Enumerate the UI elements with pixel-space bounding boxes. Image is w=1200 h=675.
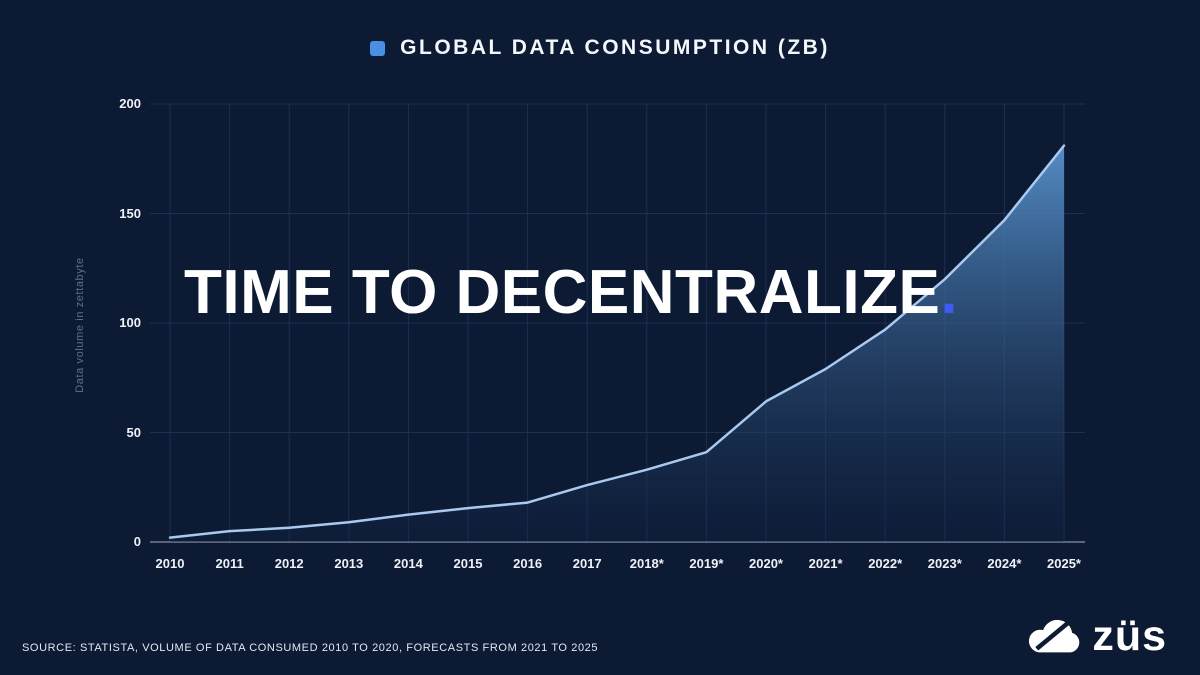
plot-area [150, 100, 1085, 546]
source-note: SOURCE: STATISTA, VOLUME OF DATA CONSUME… [22, 642, 599, 654]
y-tick-label: 0 [133, 534, 141, 549]
x-tick-label: 2022* [868, 556, 903, 571]
logo-wordmark: züs [1092, 612, 1167, 660]
x-tick-label: 2016 [513, 556, 543, 571]
x-tick-label: 2017 [572, 556, 602, 571]
y-tick-label: 200 [119, 96, 141, 111]
chart-header: GLOBAL DATA CONSUMPTION (ZB) [0, 36, 1200, 60]
chart-title: GLOBAL DATA CONSUMPTION (ZB) [400, 36, 830, 59]
zus-logo: züs [1025, 615, 1167, 658]
x-tick-label: 2019* [689, 556, 724, 571]
x-tick-label: 2010 [155, 556, 185, 571]
headline-text: TIME TO DECENTRALIZE [184, 258, 941, 327]
x-axis: 2010 2011 2012 2013 2014 2015 2016 2017 2018* 201… [150, 556, 1085, 576]
x-tick-label: 2012 [274, 556, 304, 571]
headline: TIME TO DECENTRALIZE. [184, 262, 958, 324]
headline-period: . [940, 258, 959, 327]
x-tick-label: 2023* [927, 556, 962, 571]
y-tick-label: 150 [119, 205, 141, 221]
y-tick-label: 50 [126, 424, 141, 440]
x-tick-label: 2013 [334, 556, 364, 571]
cloud-icon [1029, 619, 1080, 652]
y-axis: 0 50 100 150 200 [0, 96, 141, 549]
x-tick-label: 2021* [808, 556, 843, 571]
chart-svg [150, 103, 1085, 543]
x-tick-label: 2018* [629, 556, 664, 571]
x-tick-label: 2025* [1047, 556, 1081, 571]
x-tick-label: 2020* [749, 556, 783, 571]
x-tick-label: 2024* [987, 556, 1022, 571]
legend-swatch [370, 40, 386, 56]
x-tick-label: 2015 [453, 556, 483, 571]
x-tick-label: 2011 [215, 556, 244, 571]
y-tick-label: 100 [119, 315, 141, 330]
x-tick-label: 2014 [393, 556, 423, 571]
